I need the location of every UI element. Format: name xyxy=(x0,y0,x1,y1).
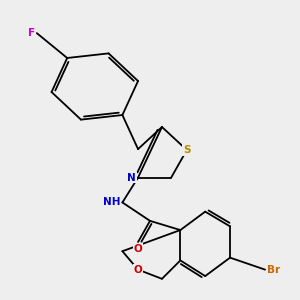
Text: F: F xyxy=(28,28,35,38)
Text: O: O xyxy=(134,244,142,254)
Text: N: N xyxy=(128,172,136,183)
Text: Br: Br xyxy=(267,265,280,275)
Text: O: O xyxy=(134,265,142,275)
Text: S: S xyxy=(183,145,190,155)
Text: NH: NH xyxy=(103,197,121,207)
